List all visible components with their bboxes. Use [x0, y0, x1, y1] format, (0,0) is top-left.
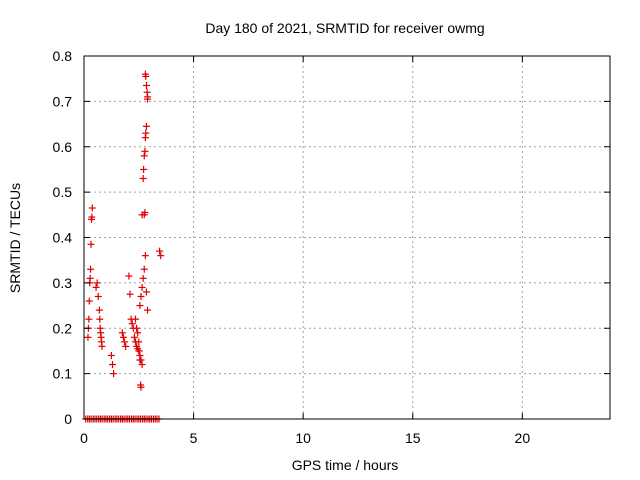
data-point — [96, 315, 104, 323]
data-point — [142, 129, 150, 137]
data-point — [86, 274, 94, 282]
data-point — [140, 165, 148, 173]
data-point — [94, 292, 102, 300]
data-point — [88, 204, 96, 212]
data-point — [142, 288, 150, 296]
points-layer — [82, 70, 165, 423]
data-point — [141, 147, 149, 155]
data-point — [85, 315, 93, 323]
y-tick-label: 0.5 — [53, 184, 73, 200]
y-tick-label: 0.3 — [53, 275, 73, 291]
data-point — [98, 342, 106, 350]
data-point — [136, 302, 144, 310]
data-point — [125, 272, 133, 280]
data-point — [110, 370, 118, 378]
data-point — [139, 274, 147, 282]
y-tick-label: 0.7 — [53, 93, 73, 109]
data-point — [136, 356, 144, 364]
x-tick-label: 10 — [295, 430, 311, 446]
data-point — [93, 279, 101, 287]
data-point — [121, 338, 129, 346]
data-point — [126, 290, 134, 298]
data-point — [156, 247, 164, 255]
data-point — [87, 240, 95, 248]
data-point — [137, 383, 145, 391]
x-tick-label: 5 — [190, 430, 198, 446]
y-tick-label: 0.6 — [53, 139, 73, 155]
x-axis-label: GPS time / hours — [292, 457, 399, 473]
data-point — [157, 252, 165, 260]
data-point — [130, 333, 138, 341]
data-point — [122, 342, 130, 350]
y-tick-label: 0.4 — [53, 230, 73, 246]
data-point — [137, 292, 145, 300]
data-point — [140, 152, 148, 160]
y-tick-label: 0.8 — [53, 48, 73, 64]
data-point — [88, 213, 96, 221]
data-point — [135, 347, 143, 355]
y-tick-label: 0.2 — [53, 320, 73, 336]
data-point — [132, 315, 140, 323]
x-tick-label: 15 — [405, 430, 421, 446]
data-point — [142, 72, 150, 80]
plot-frame — [83, 55, 611, 420]
y-tick-label: 0.1 — [53, 366, 73, 382]
y-tick-label: 0 — [64, 411, 72, 427]
chart-title: Day 180 of 2021, SRMTID for receiver owm… — [205, 20, 484, 36]
grid-layer — [84, 56, 610, 419]
data-point — [107, 351, 115, 359]
data-point — [139, 175, 147, 183]
data-point — [138, 361, 146, 369]
data-point — [144, 306, 152, 314]
y-axis-label: SRMTID / TECUs — [7, 183, 23, 293]
data-point — [133, 324, 141, 332]
data-point — [95, 306, 103, 314]
x-tick-label: 0 — [80, 430, 88, 446]
data-point — [142, 81, 150, 89]
data-point — [87, 265, 95, 273]
ticks-layer: 0 5 10 15 20 0 0.1 0.2 0.3 0.4 0.5 0.6 0.7 0.8 — [53, 48, 610, 446]
data-point — [141, 252, 149, 260]
data-point — [142, 122, 150, 130]
data-point — [138, 283, 146, 291]
data-point — [144, 95, 152, 103]
data-point — [85, 297, 93, 305]
data-point — [134, 329, 142, 337]
data-point — [140, 211, 148, 219]
data-point — [92, 283, 100, 291]
data-point — [135, 338, 143, 346]
data-point — [118, 329, 126, 337]
x-tick-label: 20 — [515, 430, 531, 446]
data-point — [108, 361, 116, 369]
data-point — [140, 265, 148, 273]
data-point — [128, 320, 136, 328]
data-point — [84, 333, 92, 341]
data-point — [119, 333, 127, 341]
data-point — [143, 88, 151, 96]
